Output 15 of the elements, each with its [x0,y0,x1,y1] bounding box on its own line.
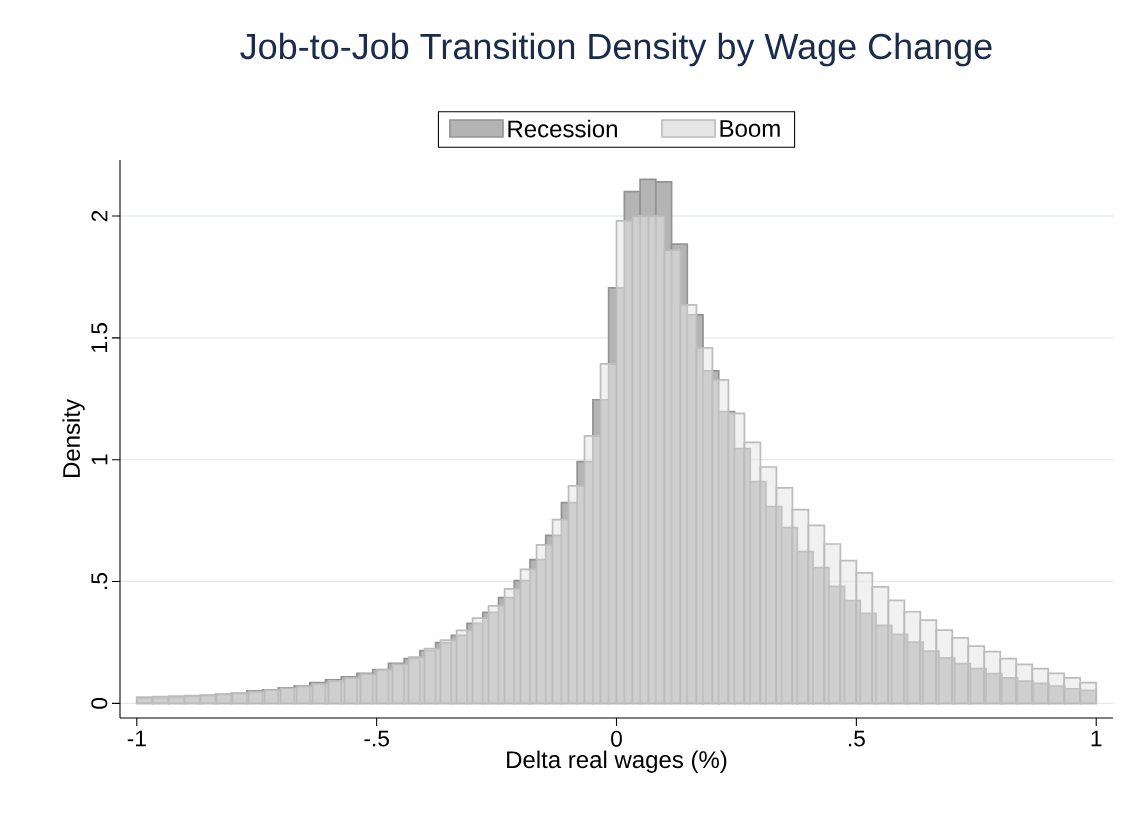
x-tick-label: 1 [1091,730,1102,747]
chart-title: Job-to-Job Transition Density by Wage Change [240,32,992,67]
x-tick-label: -.5 [364,730,389,747]
y-tick-label: 1.5 [91,323,108,352]
x-tick-label: -1 [127,730,146,747]
y-axis-title: Density [62,399,85,478]
y-tick-label: 0 [91,697,108,709]
y-tick-label: 1 [91,454,108,465]
x-axis-title: Delta real wages (%) [507,750,727,773]
legend-label: Boom [720,120,780,137]
legend-label: Recession [508,119,617,138]
y-tick-label: .5 [91,573,108,589]
x-tick-label: .5 [848,730,865,747]
x-tick-label: 0 [611,730,622,747]
y-tick-label: 2 [91,210,108,222]
